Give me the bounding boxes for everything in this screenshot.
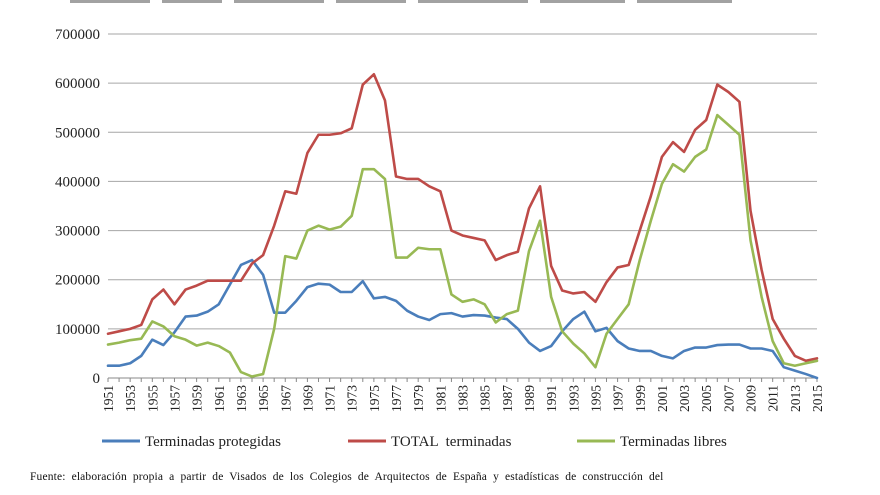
x-tick-label: 1951 xyxy=(101,385,116,412)
x-tick-label: 1975 xyxy=(367,385,382,412)
x-tick-label: 1979 xyxy=(411,385,426,412)
series-line-2 xyxy=(106,73,819,363)
legend-label: Terminadas libres xyxy=(620,434,727,450)
cropped-title-remnant xyxy=(70,0,770,3)
y-tick-label: 200000 xyxy=(55,273,100,289)
x-tick-label: 1953 xyxy=(123,385,138,412)
series-lines xyxy=(106,73,819,380)
x-tick-label: 2013 xyxy=(788,385,803,412)
y-tick-label: 100000 xyxy=(55,322,100,338)
x-tick-label: 2003 xyxy=(677,385,692,412)
x-tick-label: 1993 xyxy=(566,385,581,412)
x-tick-label: 2015 xyxy=(810,385,825,412)
x-tick-label: 1965 xyxy=(256,385,271,412)
x-tick-label: 2009 xyxy=(744,385,759,412)
y-axis-ticks: 0 100000 200000 300000 400000 500000 600000 700… xyxy=(55,27,100,387)
y-tick-label: 0 xyxy=(93,371,101,387)
series-line-3 xyxy=(106,113,819,378)
x-tick-label: 2005 xyxy=(699,385,714,412)
y-tick-label: 700000 xyxy=(55,27,100,43)
x-tick-label: 1969 xyxy=(300,385,315,412)
x-tick-label: 1961 xyxy=(212,385,227,412)
y-tick-label: 400000 xyxy=(55,174,100,190)
x-tick-label: 1957 xyxy=(167,385,182,412)
gridlines xyxy=(108,33,817,330)
x-tick-label: 1997 xyxy=(611,385,626,412)
legend: Terminadas protegidas TOTAL terminadas Ter… xyxy=(102,434,727,450)
x-axis-ticks: 1951 1953 1955 1957 1959 1961 1963 1965 1967 1969… xyxy=(101,385,825,412)
x-tick-label: 1985 xyxy=(478,385,493,412)
x-axis xyxy=(107,377,818,382)
legend-label: TOTAL terminadas xyxy=(391,434,512,450)
x-tick-label: 2011 xyxy=(766,385,781,412)
x-tick-label: 1967 xyxy=(278,385,293,412)
y-tick-label: 300000 xyxy=(55,224,100,240)
x-tick-label: 1959 xyxy=(190,385,205,412)
x-tick-label: 1995 xyxy=(588,385,603,412)
x-tick-label: 2007 xyxy=(721,385,736,412)
x-tick-label: 1963 xyxy=(234,385,249,412)
series-line-1 xyxy=(106,258,819,380)
x-tick-label: 1989 xyxy=(522,385,537,412)
x-tick-label: 1981 xyxy=(433,385,448,412)
y-tick-label: 600000 xyxy=(55,76,100,92)
x-tick-label: 1971 xyxy=(323,385,338,412)
y-tick-label: 500000 xyxy=(55,125,100,141)
x-tick-label: 1973 xyxy=(345,385,360,412)
x-tick-label: 1987 xyxy=(500,385,515,412)
line-chart: 0 100000 200000 300000 400000 500000 600000 700… xyxy=(55,27,825,450)
x-tick-label: 1999 xyxy=(633,385,648,412)
legend-label: Terminadas protegidas xyxy=(145,434,281,450)
x-tick-label: 1991 xyxy=(544,385,559,412)
x-tick-label: 1983 xyxy=(456,385,471,412)
x-tick-label: 1955 xyxy=(145,385,160,412)
source-note: Fuente: elaboración propia a partir de V… xyxy=(30,471,664,483)
x-tick-label: 1977 xyxy=(389,385,404,412)
x-tick-label: 2001 xyxy=(655,385,670,412)
